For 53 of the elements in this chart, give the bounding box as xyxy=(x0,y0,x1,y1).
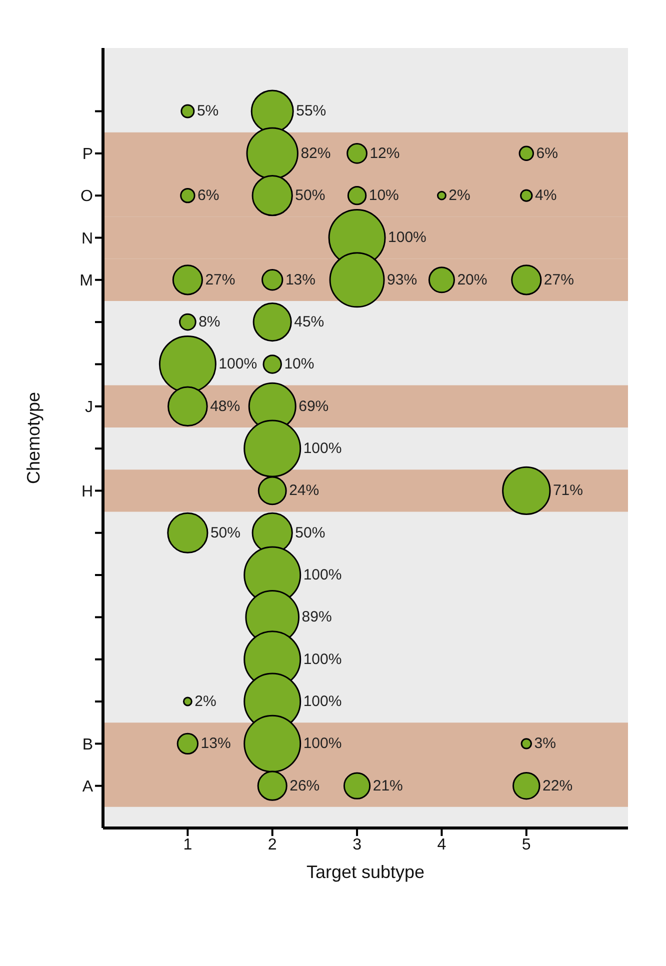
data-label: 13% xyxy=(285,271,316,288)
data-label: 27% xyxy=(205,271,236,288)
data-label: 93% xyxy=(387,271,418,288)
data-label: 24% xyxy=(289,482,320,500)
data-label: 6% xyxy=(536,144,558,162)
y-tick-label: B xyxy=(82,736,93,754)
data-label: 69% xyxy=(298,398,329,415)
data-label: 3% xyxy=(534,735,556,752)
y-tick-label: N xyxy=(81,230,93,248)
x-axis-title: Target subtype xyxy=(306,862,425,882)
data-label: 26% xyxy=(290,777,320,794)
data-label: 2% xyxy=(448,187,470,204)
data-label: 20% xyxy=(457,271,488,288)
data-label: 55% xyxy=(296,102,326,120)
data-label: 100% xyxy=(303,440,342,458)
data-label: 27% xyxy=(544,271,574,288)
data-label: 50% xyxy=(210,524,241,542)
data-label: 100% xyxy=(303,693,342,710)
data-label: 10% xyxy=(284,356,314,373)
data-label: 45% xyxy=(294,314,324,331)
data-label: 5% xyxy=(196,102,219,120)
data-label: 100% xyxy=(303,650,342,668)
data-label: 100% xyxy=(218,356,258,373)
x-tick-label: 3 xyxy=(352,836,362,854)
x-tick-label: 2 xyxy=(268,836,277,854)
x-tick-label: 4 xyxy=(437,836,446,854)
data-label: 6% xyxy=(198,187,220,204)
data-label: 100% xyxy=(303,566,342,584)
y-axis-title: Chemotype xyxy=(23,392,44,484)
y-tick-label: H xyxy=(81,483,93,500)
data-label: 22% xyxy=(542,777,573,794)
y-tick-label: O xyxy=(80,188,93,206)
data-label: 4% xyxy=(534,187,557,204)
y-tick-label: J xyxy=(85,399,93,416)
data-label: 48% xyxy=(210,398,240,415)
data-label: 100% xyxy=(303,735,342,752)
data-label: 89% xyxy=(302,608,332,626)
data-label: 50% xyxy=(295,187,326,204)
y-tick-label: A xyxy=(82,778,94,796)
data-label: 82% xyxy=(300,144,331,162)
data-label: 12% xyxy=(370,144,400,162)
data-label: 8% xyxy=(198,314,220,331)
data-label: 21% xyxy=(372,777,403,794)
data-label: 71% xyxy=(552,482,584,500)
x-tick-label: 5 xyxy=(522,836,531,854)
data-label: 100% xyxy=(388,229,426,246)
data-label: 10% xyxy=(368,187,399,204)
data-label: 13% xyxy=(200,735,231,752)
y-tick-label: M xyxy=(80,272,93,290)
data-label: 50% xyxy=(295,524,326,542)
data-label: 2% xyxy=(194,693,216,710)
y-tick-label: P xyxy=(82,146,93,164)
x-tick-label: 1 xyxy=(183,836,192,854)
